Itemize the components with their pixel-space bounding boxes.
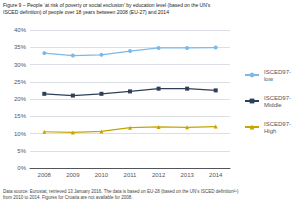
svg-text:0%: 0% — [17, 165, 26, 171]
svg-text:2010: 2010 — [95, 172, 109, 178]
svg-text:Data source: Eurostat, retriev: Data source: Eurostat, retrieved 13 Janu… — [3, 189, 239, 194]
svg-text:2009: 2009 — [66, 172, 80, 178]
svg-text:High: High — [264, 128, 276, 134]
svg-text:2011: 2011 — [124, 172, 138, 178]
svg-text:ISCED97-: ISCED97- — [264, 121, 291, 127]
svg-text:35%: 35% — [14, 44, 27, 50]
svg-text:Middle: Middle — [264, 102, 282, 108]
svg-text:2013: 2013 — [180, 172, 194, 178]
svg-text:ISCED definition) of people ov: ISCED definition) of people over 18 year… — [3, 9, 169, 15]
svg-text:Figure 9 – People ‘at risk of: Figure 9 – People ‘at risk of poverty or… — [3, 2, 211, 8]
svg-text:10%: 10% — [14, 131, 27, 137]
svg-text:2012: 2012 — [152, 172, 166, 178]
svg-text:low: low — [264, 76, 274, 82]
svg-text:20%: 20% — [14, 96, 27, 102]
svg-text:5%: 5% — [17, 148, 26, 154]
svg-text:40%: 40% — [14, 27, 27, 33]
svg-text:25%: 25% — [14, 79, 27, 85]
svg-text:from 2010 to 2014. Figures for: from 2010 to 2014. Figures for Croatia a… — [3, 195, 133, 200]
svg-text:2008: 2008 — [38, 172, 52, 178]
svg-text:15%: 15% — [14, 113, 27, 119]
svg-text:ISCED97-: ISCED97- — [264, 95, 291, 101]
svg-text:2014: 2014 — [209, 172, 223, 178]
svg-text:ISCED97-: ISCED97- — [264, 69, 291, 75]
svg-text:30%: 30% — [14, 62, 27, 68]
